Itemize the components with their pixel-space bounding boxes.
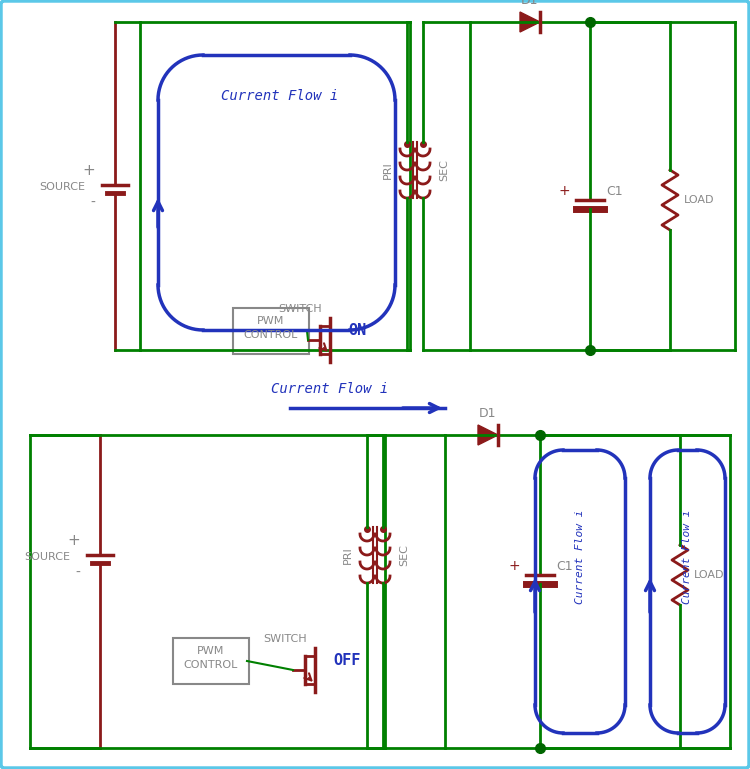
Text: SEC: SEC bbox=[439, 159, 449, 181]
Text: SWITCH: SWITCH bbox=[278, 304, 322, 314]
Text: -: - bbox=[90, 196, 95, 210]
Text: SWITCH: SWITCH bbox=[263, 634, 307, 644]
Text: -: - bbox=[75, 566, 80, 580]
Text: OFF: OFF bbox=[333, 653, 360, 668]
Polygon shape bbox=[478, 425, 498, 445]
Text: PRI: PRI bbox=[343, 546, 353, 564]
Text: CONTROL: CONTROL bbox=[244, 330, 298, 340]
Text: D1: D1 bbox=[479, 407, 496, 420]
Text: D1: D1 bbox=[521, 0, 538, 7]
FancyBboxPatch shape bbox=[173, 638, 249, 684]
Text: +: + bbox=[509, 559, 520, 573]
Text: Current Flow i: Current Flow i bbox=[575, 509, 585, 604]
Polygon shape bbox=[520, 12, 540, 32]
Text: SEC: SEC bbox=[399, 544, 409, 566]
Text: +: + bbox=[82, 163, 95, 178]
FancyBboxPatch shape bbox=[233, 308, 309, 354]
Text: Current Flow i: Current Flow i bbox=[272, 382, 388, 396]
Text: ON: ON bbox=[348, 323, 366, 338]
Text: PWM: PWM bbox=[257, 316, 285, 326]
Text: LOAD: LOAD bbox=[684, 195, 715, 205]
Text: +: + bbox=[558, 184, 570, 198]
Text: Current Flow i: Current Flow i bbox=[682, 509, 692, 604]
Text: SOURCE: SOURCE bbox=[24, 552, 70, 562]
Text: +: + bbox=[68, 533, 80, 548]
Text: SOURCE: SOURCE bbox=[39, 182, 85, 192]
Text: Current Flow i: Current Flow i bbox=[221, 89, 339, 103]
Text: PRI: PRI bbox=[383, 161, 393, 179]
Text: CONTROL: CONTROL bbox=[184, 660, 238, 670]
Text: C1: C1 bbox=[606, 185, 622, 198]
Text: C1: C1 bbox=[556, 560, 573, 573]
Text: LOAD: LOAD bbox=[694, 570, 724, 580]
Text: PWM: PWM bbox=[197, 646, 225, 656]
